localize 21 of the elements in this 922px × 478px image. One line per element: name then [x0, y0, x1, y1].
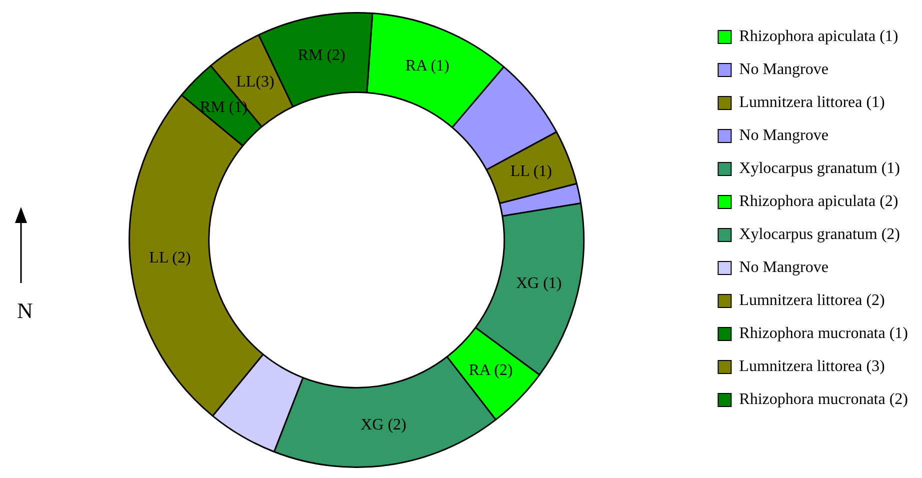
- text: LL(3): [236, 73, 274, 90]
- text: LL (1): [510, 162, 552, 180]
- legend-label: Xylocarpus granatum (1): [739, 160, 900, 178]
- legend-label: Rhizophora apiculata (1): [739, 28, 898, 46]
- legend-label: No Mangrove: [739, 259, 828, 276]
- text: RA (2): [468, 362, 513, 380]
- legend-label: No Mangrove: [739, 61, 828, 78]
- legend-label: Lumnitzera littorea (3): [739, 358, 885, 376]
- legend-label: Rhizophora mucronata (1): [739, 325, 908, 342]
- legend-label: No Mangrove: [739, 127, 828, 144]
- text: LL (2): [149, 249, 191, 266]
- legend-label: Rhizophora mucronata (2): [739, 391, 908, 408]
- text: XG (1): [516, 275, 562, 292]
- legend-label: Lumnitzera littorea (2): [739, 292, 885, 310]
- legend-label: Rhizophora apiculata (2): [739, 193, 898, 210]
- legend-label: Lumnitzera littorea (1): [739, 94, 885, 112]
- text: RA (1): [405, 58, 450, 75]
- legend-label: Xylocarpus granatum (2): [739, 226, 900, 244]
- text: N: [17, 298, 33, 324]
- text: RM (2): [298, 47, 346, 64]
- text: XG (2): [360, 416, 406, 434]
